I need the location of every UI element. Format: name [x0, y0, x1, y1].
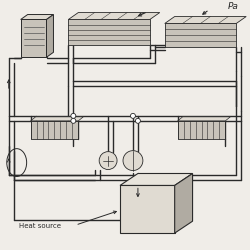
Polygon shape	[46, 14, 54, 57]
Polygon shape	[175, 174, 192, 233]
Circle shape	[71, 118, 76, 123]
Polygon shape	[120, 186, 175, 233]
Polygon shape	[165, 16, 246, 24]
Text: Pa: Pa	[227, 2, 238, 11]
Circle shape	[99, 152, 117, 170]
Polygon shape	[120, 174, 192, 186]
Polygon shape	[21, 14, 54, 20]
Text: Heat source: Heat source	[19, 223, 61, 229]
Polygon shape	[21, 20, 46, 57]
Polygon shape	[165, 24, 236, 47]
Polygon shape	[30, 117, 83, 121]
Circle shape	[130, 114, 136, 118]
Circle shape	[123, 151, 143, 171]
Polygon shape	[68, 20, 150, 45]
Polygon shape	[30, 121, 78, 139]
Circle shape	[136, 118, 140, 123]
Polygon shape	[178, 121, 225, 139]
Polygon shape	[68, 12, 160, 20]
Polygon shape	[178, 117, 230, 121]
Circle shape	[71, 114, 76, 118]
